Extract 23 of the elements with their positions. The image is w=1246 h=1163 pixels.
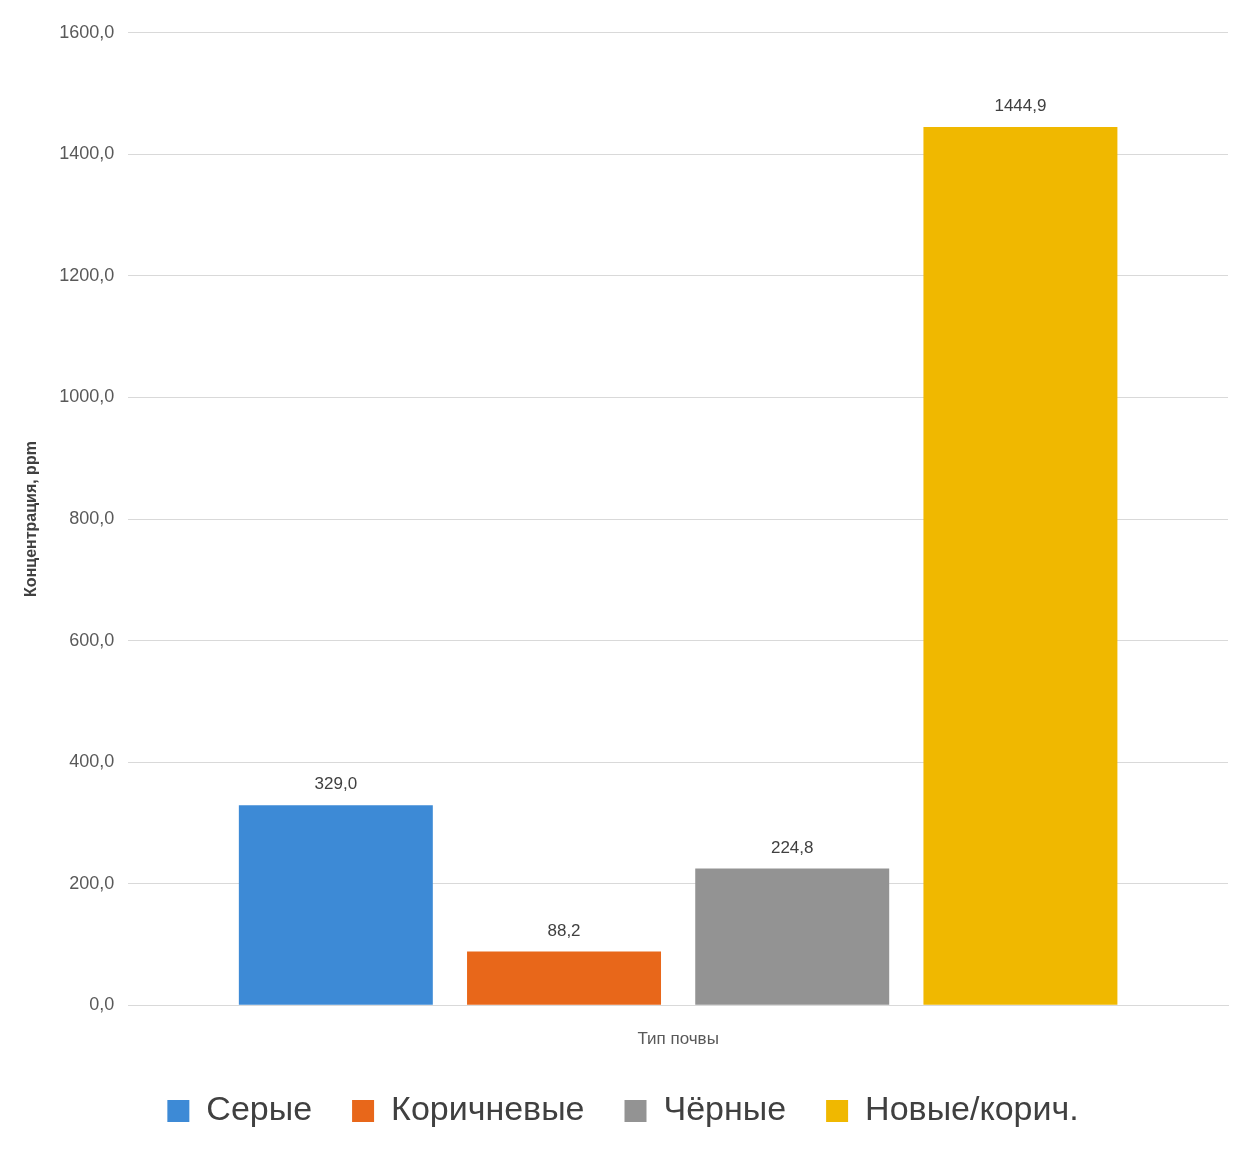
y-tick-label: 1400,0 <box>59 143 115 164</box>
bar <box>695 868 890 1005</box>
data-label: 329,0 <box>314 774 358 794</box>
bar <box>238 805 433 1005</box>
y-tick-label: 0,0 <box>89 994 115 1015</box>
bar <box>467 951 662 1005</box>
y-tick-label: 600,0 <box>69 629 115 650</box>
legend-label: Чёрные <box>663 1089 787 1128</box>
x-axis-title: Тип почвы <box>637 1029 719 1049</box>
y-tick-label: 200,0 <box>69 872 115 893</box>
y-tick-label: 1600,0 <box>59 21 115 42</box>
y-tick-label: 1000,0 <box>59 386 115 407</box>
y-tick-label: 400,0 <box>69 751 115 772</box>
legend-label: Новые/корич. <box>865 1089 1079 1128</box>
data-label: 88,2 <box>547 920 581 940</box>
legend-label: Коричневые <box>391 1089 585 1128</box>
y-tick-label: 1200,0 <box>59 264 115 285</box>
legend-label: Серые <box>206 1089 313 1128</box>
data-label: 1444,9 <box>994 96 1047 116</box>
data-label: 224,8 <box>770 837 814 857</box>
bar <box>923 127 1118 1005</box>
y-axis-title: Концентрация, ppm <box>22 441 40 597</box>
y-tick-label: 800,0 <box>69 507 115 528</box>
